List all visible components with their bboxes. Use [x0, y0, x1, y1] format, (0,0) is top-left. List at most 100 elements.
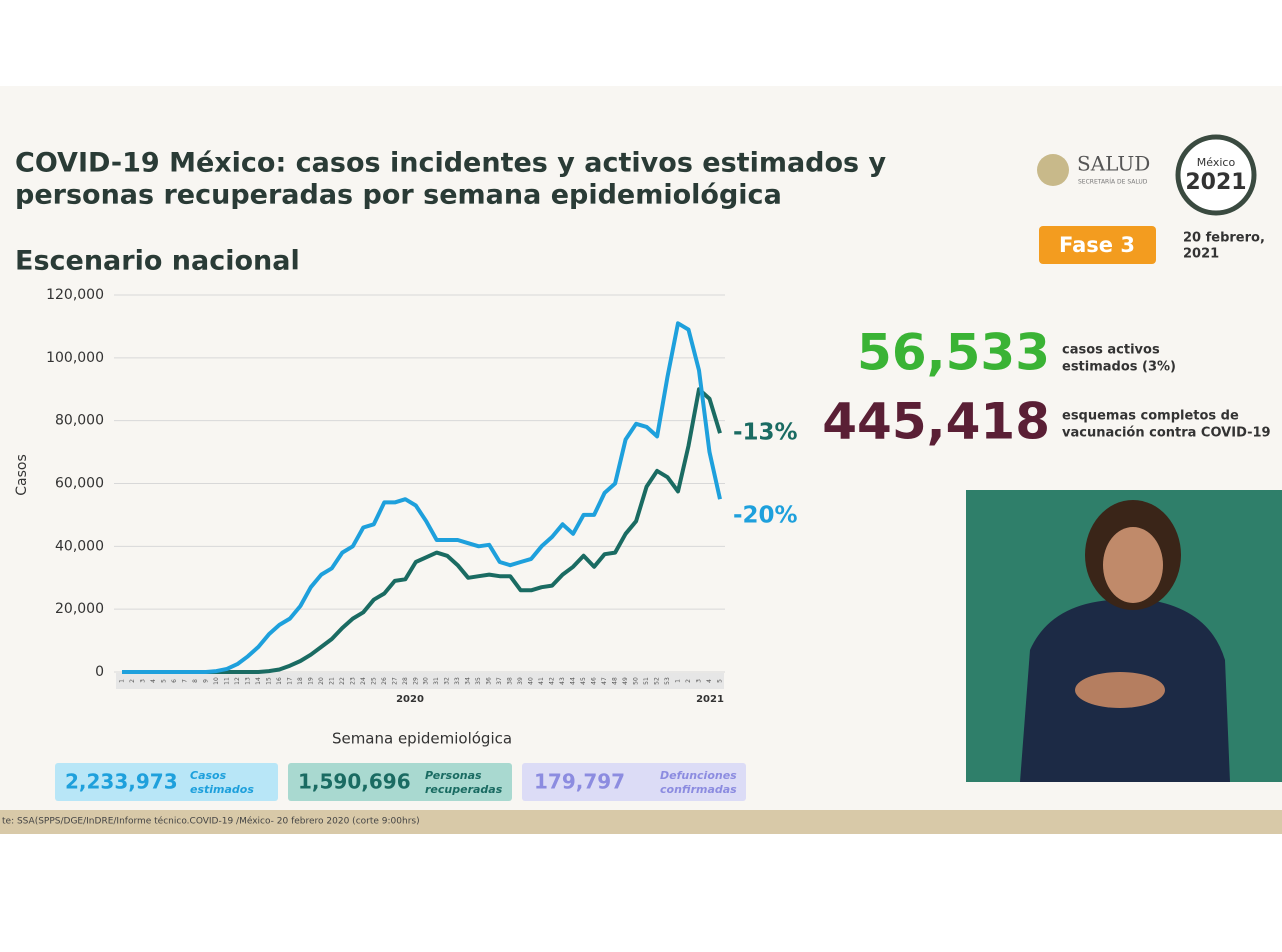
box-label: Casos [190, 769, 227, 782]
box-label: confirmadas [660, 783, 737, 796]
x-axis-title: Semana epidemiológica [332, 730, 512, 748]
x-axis-band [116, 673, 724, 689]
annotation: -20% [733, 503, 798, 529]
x-tick-label: 19 [307, 677, 314, 685]
x-tick-label: 47 [601, 677, 608, 685]
y-tick-label: 120,000 [46, 287, 104, 303]
x-tick-label: 40 [528, 677, 535, 685]
x-tick-label: 30 [423, 677, 430, 685]
x-tick-label: 48 [612, 677, 619, 685]
x-tick-label: 46 [591, 677, 598, 685]
interpreter-video [966, 490, 1282, 782]
title: personas recuperadas por semana epidemio… [15, 180, 782, 211]
y-tick-label: 40,000 [55, 538, 104, 554]
x-tick-label: 33 [454, 677, 461, 685]
x-tick-label: 17 [286, 677, 293, 685]
mexico-year: 2021 [1185, 170, 1246, 195]
stat-value: 56,533 [857, 324, 1050, 382]
x-tick-label: 7 [181, 679, 188, 683]
x-tick-label: 44 [570, 677, 577, 685]
summary-boxes: 2,233,973 Casos estimados 1,590,696 Pers… [55, 763, 746, 801]
series-line [122, 321, 722, 674]
mexico-emblem [1175, 134, 1257, 216]
y-tick-label: 60,000 [55, 476, 104, 492]
y-tick-label: 80,000 [55, 413, 104, 429]
x-tick-label: 5 [717, 679, 724, 683]
x-tick-label: 28 [402, 677, 409, 685]
x-tick-label: 53 [664, 677, 671, 685]
x-tick-label: 34 [465, 677, 472, 685]
box-label: recuperadas [425, 783, 503, 796]
x-tick-label: 38 [507, 677, 514, 685]
x-tick-label: 35 [475, 677, 482, 685]
x-tick-label: 45 [580, 677, 587, 685]
stat-label: casos activos [1062, 343, 1160, 358]
person-hands [1075, 672, 1165, 708]
x-tick-label: 10 [213, 677, 220, 685]
mexico-text: México [1197, 156, 1236, 169]
y-tick-label: 0 [95, 664, 104, 680]
x-tick-label: 8 [192, 679, 199, 683]
x-tick-label: 21 [328, 677, 335, 685]
salud-emblem [1037, 154, 1069, 186]
subtitle: Escenario nacional [15, 246, 300, 277]
y-axis-title: Casos [14, 454, 30, 496]
x-tick-label: 9 [202, 679, 209, 683]
box-value: 1,590,696 [298, 770, 411, 794]
source: te: SSA(SPPS/DGE/InDRE/Informe técnico.C… [2, 816, 420, 827]
x-tick-label: 50 [633, 677, 640, 685]
x-tick-label: 22 [339, 677, 346, 685]
year-label: 2020 [396, 694, 424, 705]
box-label: estimados [190, 783, 254, 796]
box-label: Personas [425, 769, 482, 782]
box [288, 763, 512, 801]
x-tick-label: 39 [517, 677, 524, 685]
x-tick-label: 41 [538, 677, 545, 685]
x-tick-label: 42 [549, 677, 556, 685]
x-tick-label: 1 [675, 679, 682, 683]
x-tick-label: 15 [265, 677, 272, 685]
salud-sub: SECRETARÍA DE SALUD [1078, 179, 1148, 186]
x-tick-label: 49 [622, 677, 629, 685]
x-tick-label: 16 [276, 677, 283, 685]
phase-badge [1039, 226, 1156, 264]
x-tick-label: 52 [654, 677, 661, 685]
date: 20 febrero, [1183, 231, 1265, 246]
stat-label: esquemas completos de [1062, 409, 1239, 424]
annotation: -13% [733, 420, 798, 446]
footer-band [0, 810, 1282, 834]
x-tick-label: 51 [643, 677, 650, 685]
x-tick-label: 4 [150, 679, 157, 683]
x-tick-label: 29 [412, 677, 419, 685]
title: COVID-19 México: casos incidentes y acti… [15, 148, 887, 179]
person-face [1103, 527, 1163, 603]
x-tick-label: 37 [496, 677, 503, 685]
x-tick-label: 1 [119, 679, 126, 683]
stat-label: estimados (3%) [1062, 360, 1176, 375]
box [55, 763, 278, 801]
x-tick-label: 26 [381, 677, 388, 685]
y-tick-label: 20,000 [55, 601, 104, 617]
x-tick-label: 32 [444, 677, 451, 685]
box-value: 179,797 [534, 770, 625, 794]
x-tick-label: 27 [391, 677, 398, 685]
x-tick-label: 4 [706, 679, 713, 683]
x-tick-label: 12 [234, 677, 241, 685]
box-value: 2,233,973 [65, 770, 178, 794]
x-tick-label: 2 [129, 679, 136, 683]
box-label: Defunciones [660, 769, 737, 782]
stat-label: vacunación contra COVID-19 [1062, 426, 1271, 441]
x-tick-label: 24 [360, 677, 367, 685]
x-tick-label: 3 [696, 679, 703, 683]
salud-logo: SALUD [1077, 152, 1150, 176]
year-label: 2021 [696, 694, 724, 705]
x-tick-label: 20 [318, 677, 325, 685]
x-tick-label: 25 [370, 677, 377, 685]
x-tick-label: 6 [171, 679, 178, 683]
x-tick-label: 18 [297, 677, 304, 685]
x-tick-label: 23 [349, 677, 356, 685]
x-tick-label: 11 [223, 677, 230, 685]
x-tick-label: 14 [255, 677, 262, 685]
x-tick-label: 2 [685, 679, 692, 683]
